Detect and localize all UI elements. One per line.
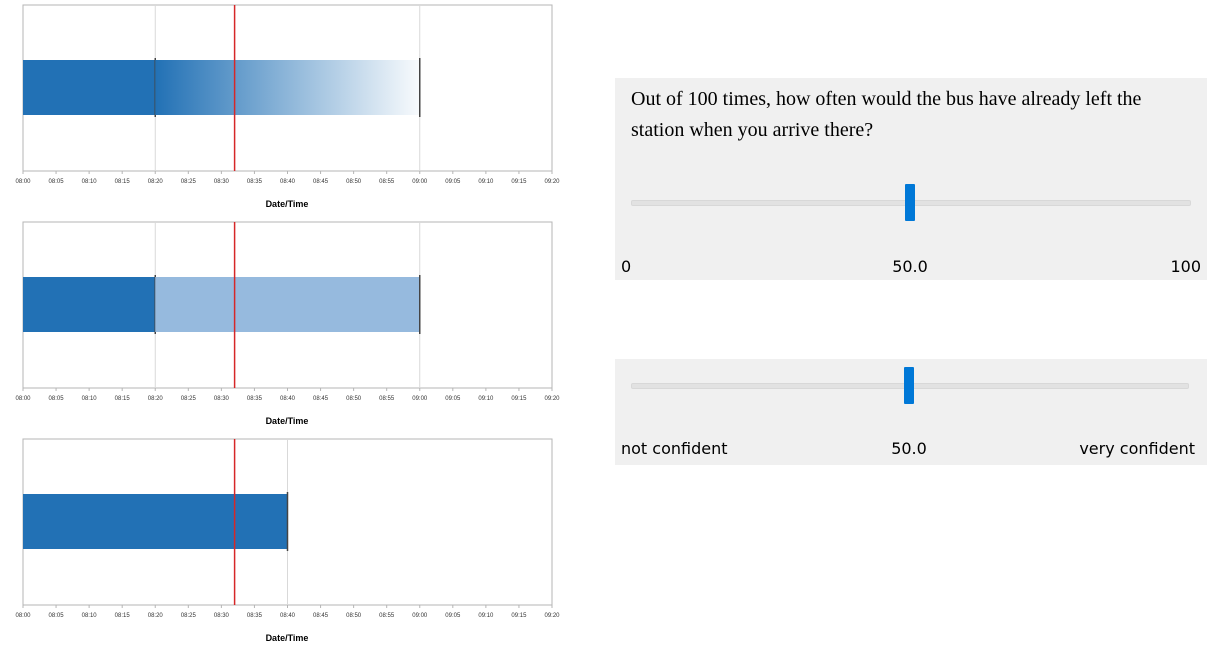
x-tick-label: 09:15 xyxy=(511,396,527,402)
x-tick-label: 08:15 xyxy=(115,396,131,402)
x-tick-label: 09:00 xyxy=(412,179,428,185)
confidence-min-label: not confident xyxy=(621,439,728,458)
x-tick-label: 09:00 xyxy=(412,613,428,619)
x-tick-label: 08:45 xyxy=(313,179,329,185)
confidence-value-label: 50.0 xyxy=(891,439,927,458)
x-tick-label: 08:20 xyxy=(148,613,164,619)
x-tick-label: 08:25 xyxy=(181,179,197,185)
bar-segment xyxy=(155,277,420,332)
bar-segment xyxy=(155,60,420,115)
x-tick-label: 08:55 xyxy=(379,613,395,619)
x-tick-label: 09:10 xyxy=(478,179,494,185)
chart-3: 08:00 08:05 08:10 08:15 08:20 08:25 08:30 08:35… xyxy=(15,438,560,643)
x-tick-label: 08:00 xyxy=(15,179,31,185)
x-tick-label: 08:50 xyxy=(346,396,362,402)
x-tick-label: 08:30 xyxy=(214,396,230,402)
x-tick-label: 08:55 xyxy=(379,396,395,402)
x-tick-label: 08:30 xyxy=(214,179,230,185)
x-tick-label: 08:35 xyxy=(247,613,263,619)
bar-segment xyxy=(23,60,156,115)
x-tick-label: 08:50 xyxy=(346,179,362,185)
x-tick-label: 09:05 xyxy=(445,179,461,185)
x-tick-label: 09:00 xyxy=(412,396,428,402)
x-tick-label: 09:20 xyxy=(544,396,560,402)
x-tick-label: 08:45 xyxy=(313,396,329,402)
x-tick-label: 09:20 xyxy=(544,179,560,185)
x-tick-label: 08:25 xyxy=(181,396,197,402)
x-tick-label: 08:10 xyxy=(82,179,98,185)
x-tick-label: 09:15 xyxy=(511,179,527,185)
x-tick-label: 08:20 xyxy=(148,179,164,185)
x-tick-label: 08:50 xyxy=(346,613,362,619)
slider-value-label: 50.0 xyxy=(892,257,928,276)
x-tick-label: 08:35 xyxy=(247,179,263,185)
x-tick-label: 09:10 xyxy=(478,613,494,619)
probability-question-panel: Out of 100 times, how often would the bu… xyxy=(615,78,1207,280)
x-tick-label: 09:05 xyxy=(445,613,461,619)
probability-slider-thumb[interactable] xyxy=(905,184,915,221)
x-tick-label: 08:25 xyxy=(181,613,197,619)
chart-1: 08:00 08:05 08:10 08:15 08:20 08:25 08:30 08:35… xyxy=(15,4,560,209)
x-tick-label: 08:10 xyxy=(82,396,98,402)
x-tick-label: 08:05 xyxy=(49,613,65,619)
chart-2: 08:00 08:05 08:10 08:15 08:20 08:25 08:30 08:35… xyxy=(15,221,560,426)
x-axis-label: Date/Time xyxy=(266,416,309,426)
x-tick-label: 08:15 xyxy=(115,613,131,619)
x-tick-label: 08:00 xyxy=(15,613,31,619)
x-tick-label: 08:55 xyxy=(379,179,395,185)
slider-min-label: 0 xyxy=(621,257,632,276)
x-tick-label: 08:35 xyxy=(247,396,263,402)
x-tick-label: 08:05 xyxy=(49,396,65,402)
slider-max-label: 100 xyxy=(1170,257,1201,276)
x-tick-label: 09:15 xyxy=(511,613,527,619)
x-axis-label: Date/Time xyxy=(266,199,309,209)
x-tick-label: 09:20 xyxy=(544,613,560,619)
x-tick-label: 08:45 xyxy=(313,613,329,619)
x-tick-label: 08:10 xyxy=(82,613,98,619)
x-tick-label: 09:05 xyxy=(445,396,461,402)
x-tick-label: 08:40 xyxy=(280,396,296,402)
x-tick-label: 08:20 xyxy=(148,396,164,402)
x-tick-label: 08:40 xyxy=(280,179,296,185)
confidence-panel: not confident 50.0 very confident xyxy=(615,359,1207,465)
x-tick-label: 08:05 xyxy=(49,179,65,185)
confidence-max-label: very confident xyxy=(1079,439,1195,458)
x-tick-label: 08:40 xyxy=(280,613,296,619)
x-axis-label: Date/Time xyxy=(266,633,309,643)
x-tick-label: 08:00 xyxy=(15,396,31,402)
question-text: Out of 100 times, how often would the bu… xyxy=(631,88,1142,141)
x-tick-label: 08:15 xyxy=(115,179,131,185)
x-tick-label: 09:10 xyxy=(478,396,494,402)
bar-segment xyxy=(23,494,288,549)
bar-segment xyxy=(23,277,156,332)
x-tick-label: 08:30 xyxy=(214,613,230,619)
confidence-slider-thumb[interactable] xyxy=(904,367,914,404)
